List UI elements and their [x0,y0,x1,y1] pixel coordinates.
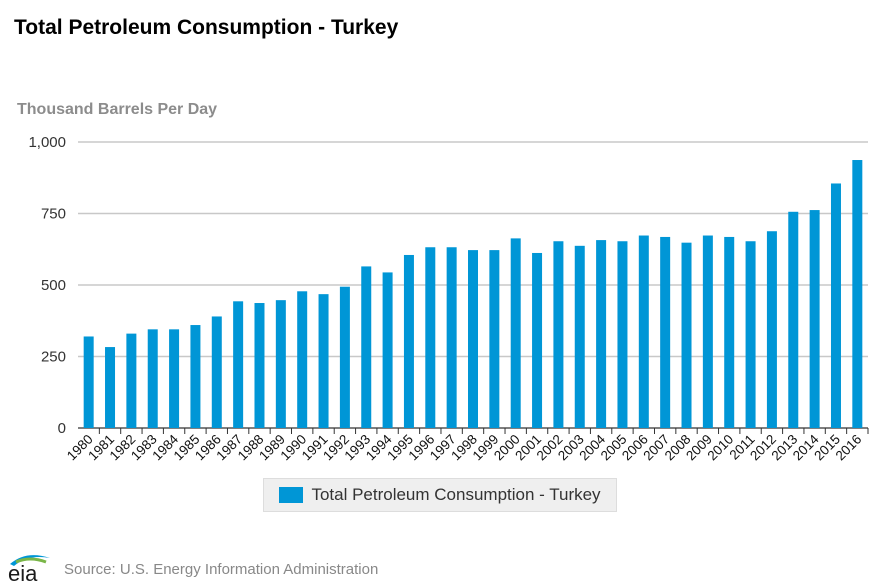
y-axis-label: Thousand Barrels Per Day [17,101,217,118]
x-tick-label: 2016 [833,432,865,464]
bar-1997 [446,247,457,428]
bar-2013 [788,211,799,428]
y-tick-label: 750 [41,206,66,223]
source-note: Source: U.S. Energy Information Administ… [64,561,379,578]
bar-chart: Thousand Barrels Per Day02505007501,0001… [17,101,869,464]
bar-1983 [147,329,158,428]
bar-1994 [382,272,393,428]
bar-1986 [211,316,222,428]
legend[interactable]: Total Petroleum Consumption - Turkey [263,478,617,512]
bar-2015 [830,183,841,428]
y-tick-label: 250 [41,349,66,366]
bar-2016 [852,160,863,428]
bar-1998 [468,250,478,428]
bar-2007 [660,236,671,428]
bar-2010 [724,236,735,428]
bar-2011 [745,241,756,428]
bar-1985 [190,325,201,428]
bar-1990 [297,291,308,428]
bar-1980 [83,336,94,428]
eia-logo: eia [8,555,50,584]
bar-1981 [105,347,116,428]
bar-2001 [532,252,543,428]
bar-1993 [361,266,372,428]
bar-2012 [766,231,777,428]
y-tick-label: 0 [58,420,66,437]
y-tick-label: 1,000 [28,134,66,151]
bar-1989 [275,300,286,428]
bar-2003 [574,245,585,428]
bar-2009 [702,235,713,428]
svg-text:eia: eia [8,561,38,584]
bar-1982 [126,333,137,428]
bar-2006 [638,235,649,428]
bar-2014 [809,210,820,428]
bar-2000 [510,238,521,428]
bar-1995 [403,254,414,428]
legend-swatch [279,487,304,503]
bar-1987 [233,301,244,428]
legend-label: Total Petroleum Consumption - Turkey [311,485,601,504]
chart-title: Total Petroleum Consumption - Turkey [14,16,399,39]
bar-2002 [553,241,564,428]
bar-1992 [339,286,350,428]
bar-1996 [425,247,436,428]
bar-2008 [681,242,692,428]
bar-1991 [318,294,329,428]
bar-1999 [489,250,500,428]
bar-2005 [617,241,628,428]
bar-1988 [254,303,265,428]
y-tick-label: 500 [41,277,66,294]
bar-2004 [596,240,607,428]
bar-1984 [169,329,180,428]
